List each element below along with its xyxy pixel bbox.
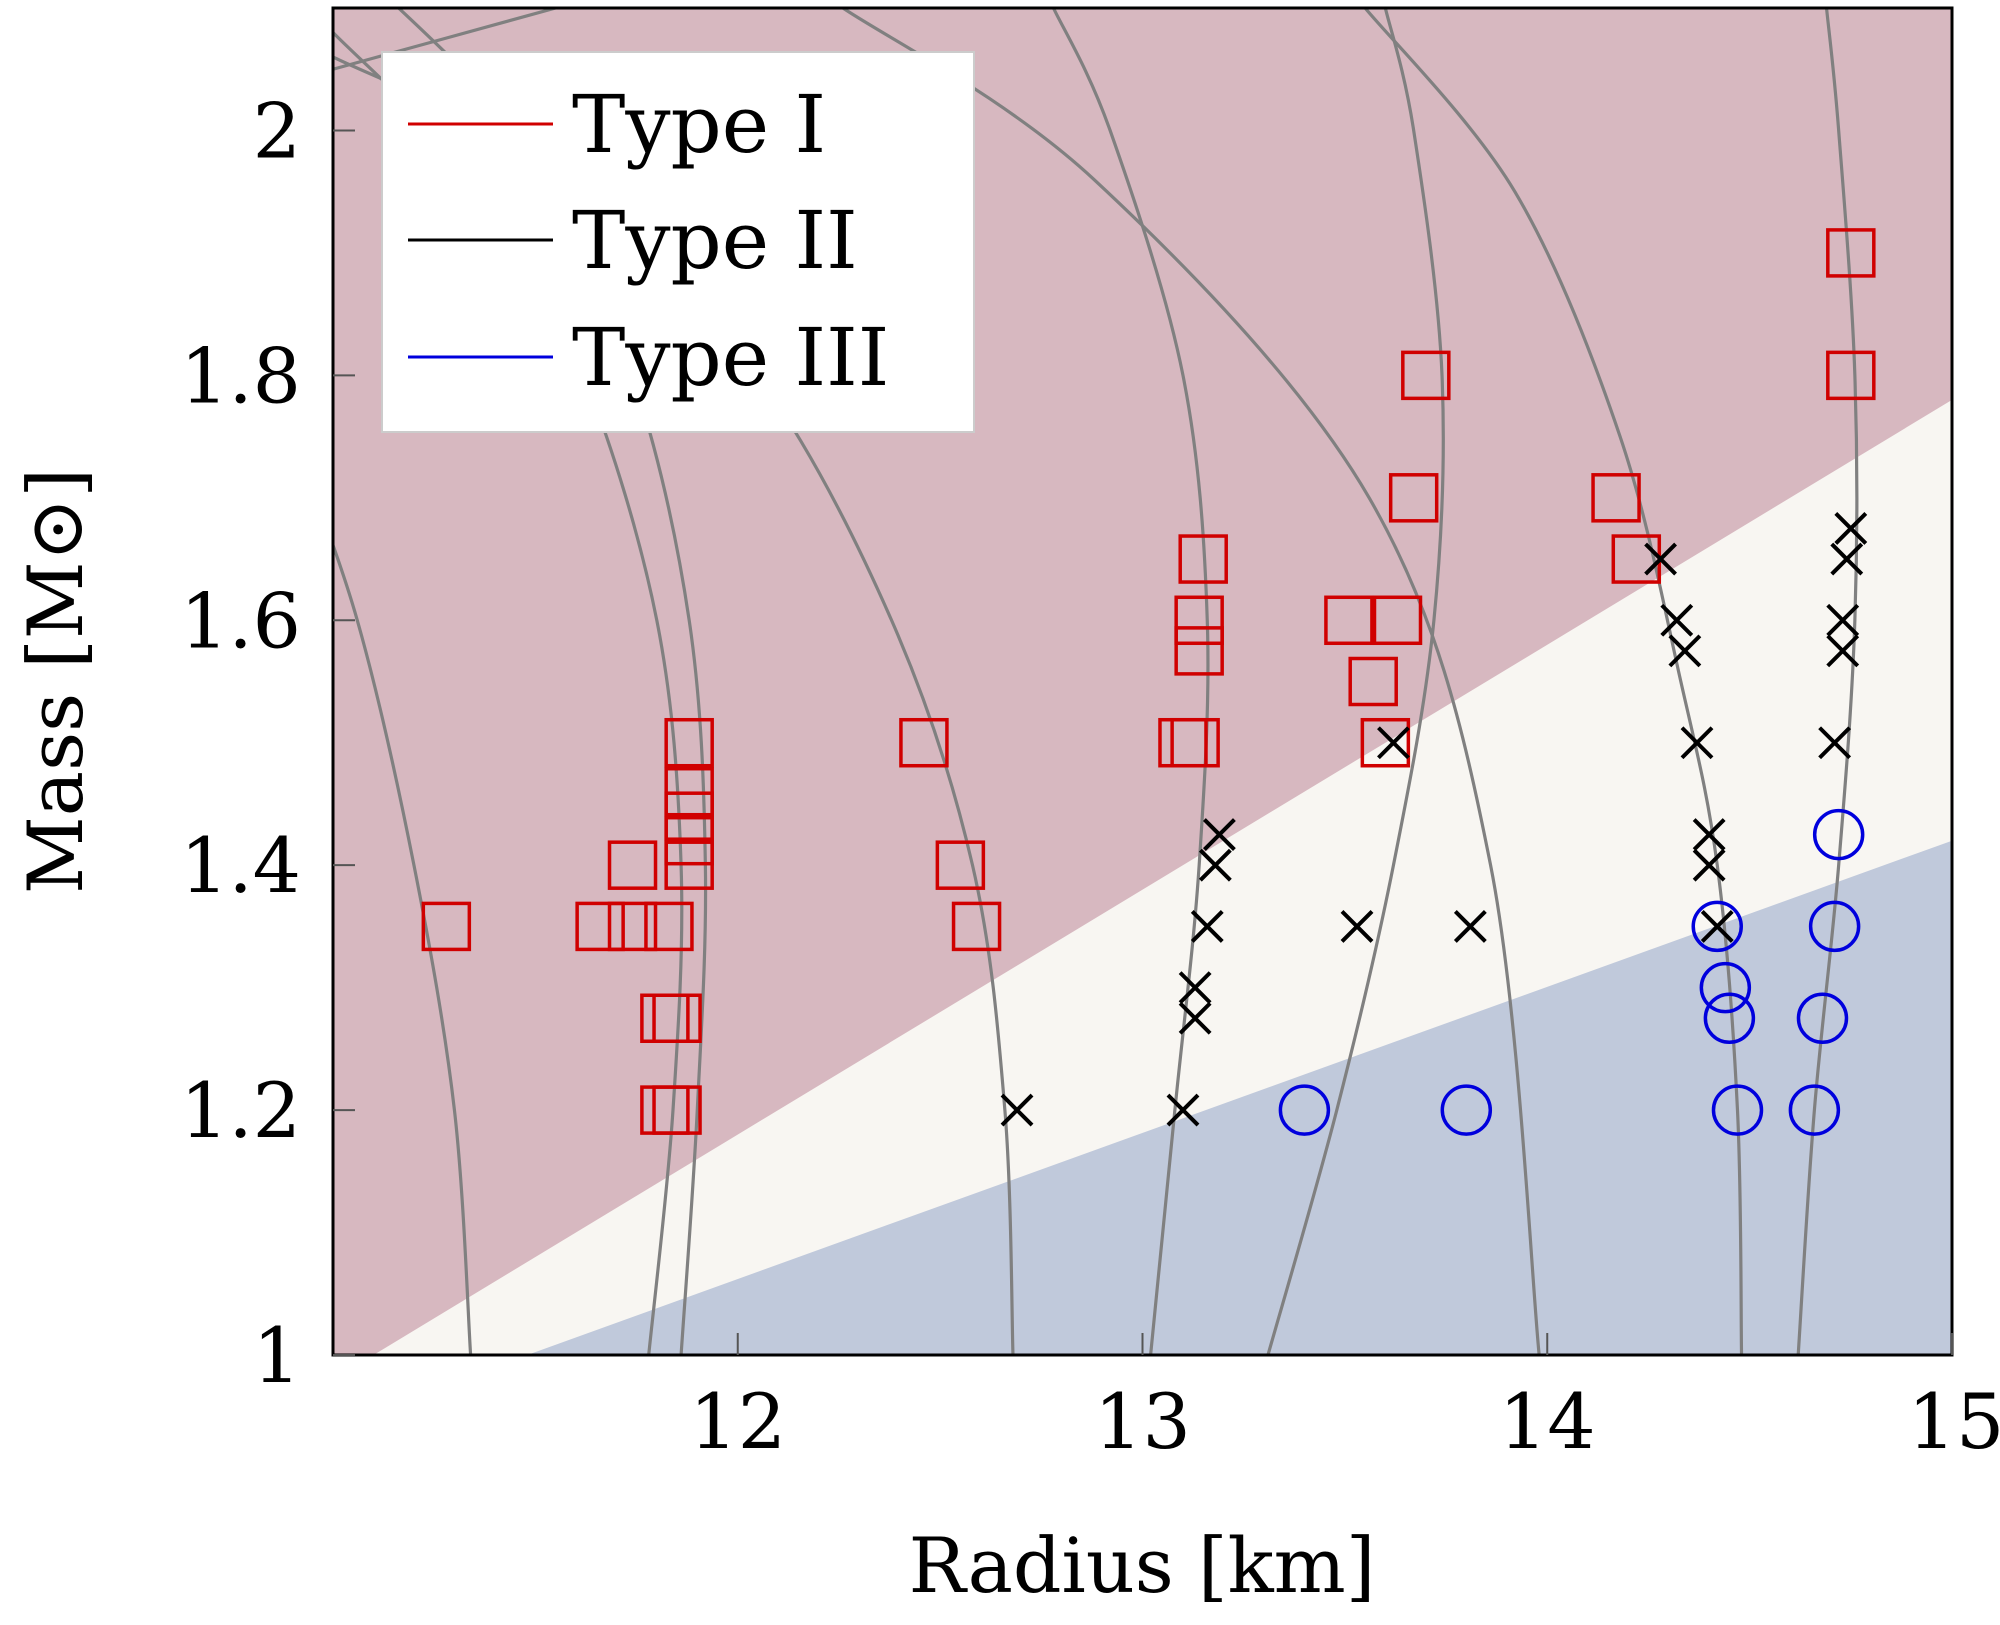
marker-type-i-23 — [1324, 595, 1374, 646]
marker-type-ii-16 — [1692, 848, 1726, 882]
legend: Type I Type II Type III — [381, 51, 975, 433]
model-curve-8 — [1796, 8, 1859, 1355]
marker-type-iii-9 — [1808, 900, 1861, 953]
marker-type-ii-9 — [1377, 726, 1410, 760]
marker-type-iii-6 — [1711, 1084, 1764, 1136]
marker-type-ii-5 — [1190, 909, 1224, 943]
marker-type-ii-3 — [1178, 1001, 1212, 1035]
marker-type-i-1 — [421, 901, 472, 952]
x-tick-label-12: 12 — [689, 1377, 786, 1466]
marker-type-iii-7 — [1788, 1084, 1841, 1136]
marker-type-i-29 — [1591, 473, 1641, 523]
marker-type-ii-4 — [1178, 971, 1212, 1005]
marker-type-i-4 — [644, 901, 694, 952]
marker-type-iii-1 — [1278, 1084, 1331, 1136]
legend-label-type-iii: Type III — [572, 311, 889, 404]
data-markers — [421, 228, 1876, 1136]
marker-type-ii-18 — [1818, 726, 1852, 760]
x-tick-label-15: 15 — [1908, 1377, 2000, 1466]
marker-type-i-28 — [1401, 350, 1451, 401]
marker-type-i-25 — [1348, 656, 1398, 707]
marker-type-ii-15 — [1692, 818, 1726, 851]
legend-label-type-i: Type I — [572, 78, 826, 171]
marker-type-ii-12 — [1660, 603, 1694, 637]
marker-type-ii-21 — [1830, 542, 1864, 576]
marker-type-iii-8 — [1796, 992, 1849, 1044]
marker-type-ii-7 — [1202, 818, 1236, 851]
marker-type-iii-2 — [1440, 1084, 1493, 1136]
marker-type-ii-10 — [1453, 909, 1487, 943]
marker-type-i-16 — [935, 840, 986, 890]
marker-type-ii-6 — [1198, 848, 1232, 882]
y-axis-label: Mass [M⊙] — [11, 468, 100, 894]
marker-type-iii-10 — [1812, 808, 1865, 861]
marker-type-i-22 — [1178, 534, 1228, 584]
marker-type-ii-22 — [1834, 512, 1868, 545]
marker-type-ii-19 — [1826, 634, 1860, 668]
y-tick-label-1.8: 1.8 — [180, 331, 301, 420]
marker-type-ii-13 — [1668, 634, 1702, 668]
plot-area — [333, 8, 1952, 1355]
marker-type-i-31 — [1826, 350, 1876, 401]
marker-type-i-12 — [652, 993, 702, 1043]
marker-type-i-10 — [664, 717, 714, 768]
legend-label-type-ii: Type II — [572, 194, 858, 287]
marker-type-i-17 — [951, 901, 1002, 952]
marker-type-i-14 — [652, 1085, 702, 1135]
y-tick-label-2: 2 — [253, 86, 301, 175]
y-tick-label-1.2: 1.2 — [180, 1066, 301, 1155]
marker-type-i-15 — [899, 717, 949, 768]
region-type-iii — [527, 840, 1952, 1355]
marker-type-i-3 — [607, 901, 658, 952]
marker-type-iii-5 — [1703, 992, 1756, 1044]
legend-box — [381, 51, 975, 433]
marker-type-ii-14 — [1680, 726, 1714, 760]
marker-type-i-21 — [1174, 595, 1224, 646]
marker-type-ii-20 — [1826, 603, 1860, 637]
x-tick-label-13: 13 — [1094, 1377, 1191, 1466]
marker-type-iii-4 — [1699, 961, 1752, 1014]
marker-type-i-27 — [1388, 473, 1439, 523]
x-tick-label-14: 14 — [1499, 1377, 1596, 1466]
marker-type-i-5 — [607, 840, 658, 890]
marker-type-ii-2 — [1166, 1093, 1200, 1127]
y-tick-label-1.6: 1.6 — [180, 576, 301, 665]
model-curve-10 — [333, 8, 557, 71]
marker-type-ii-11 — [1644, 542, 1677, 576]
marker-type-i-20 — [1174, 626, 1224, 676]
y-tick-label-1: 1 — [253, 1311, 301, 1400]
marker-type-i-2 — [575, 901, 625, 952]
marker-type-ii-8 — [1340, 909, 1374, 943]
marker-type-i-26 — [1360, 717, 1411, 768]
marker-type-ii-1 — [1000, 1093, 1034, 1127]
marker-type-iii-3 — [1691, 900, 1743, 953]
model-curve-9 — [842, 8, 1541, 1355]
x-axis-label: Radius [km] — [909, 1521, 1376, 1610]
axes: 12 13 14 15 1 1.2 1.4 1.6 1.8 2 — [180, 86, 2000, 1466]
marker-type-ii-17 — [1700, 909, 1734, 943]
marker-type-i-19 — [1170, 717, 1220, 768]
model-curve-7 — [1363, 8, 1744, 1355]
marker-type-i-32 — [1826, 228, 1876, 278]
y-tick-label-1.4: 1.4 — [180, 821, 301, 910]
marker-type-i-9 — [664, 766, 714, 817]
marker-type-i-24 — [1372, 595, 1423, 646]
model-curve-1 — [333, 540, 473, 1355]
